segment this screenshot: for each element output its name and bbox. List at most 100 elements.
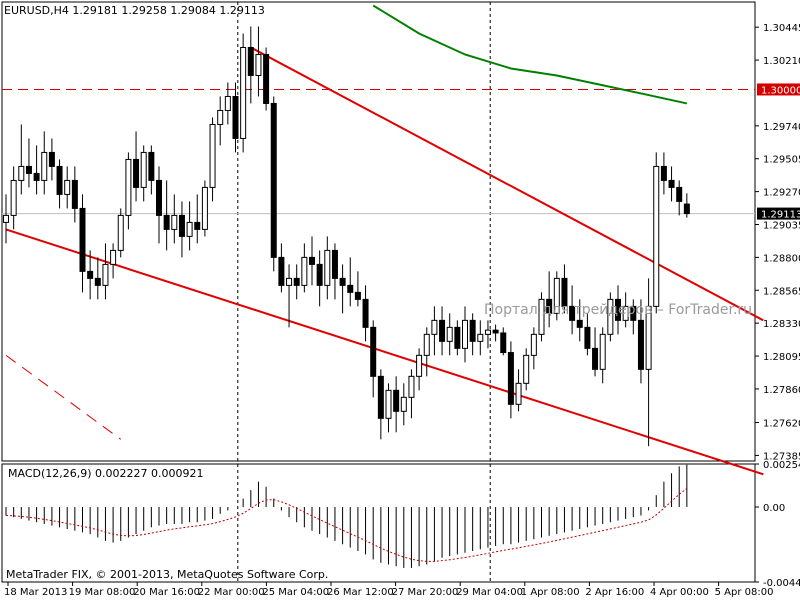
candle-body-bullish [400, 396, 407, 412]
candle [622, 292, 629, 328]
candle [676, 180, 683, 216]
candle [278, 243, 285, 293]
candle [41, 131, 48, 195]
candles [3, 26, 690, 447]
candle [339, 264, 346, 314]
level-line-tag [757, 83, 800, 96]
candle-body-bearish [683, 203, 690, 215]
price-tick-label: 1.29270 [763, 188, 800, 199]
candle [400, 383, 407, 426]
candle [561, 264, 568, 314]
candle-body-bullish [224, 95, 231, 111]
candle-body-bearish [309, 256, 315, 265]
candle [71, 166, 78, 223]
macd-tick-label: 0.002544 [763, 460, 800, 471]
watermark: Портал для трейдеров – ForTrader.ru [484, 302, 753, 318]
candle [148, 145, 155, 195]
candle [217, 96, 224, 146]
candle [117, 208, 124, 258]
candle-body-bearish [637, 319, 644, 370]
candle [270, 96, 277, 272]
candle-body-bearish [293, 277, 300, 286]
candle [201, 180, 208, 237]
candle [377, 369, 384, 440]
candle-body-bearish [270, 102, 277, 258]
candle-body-bearish [615, 298, 621, 321]
candle [64, 166, 71, 209]
candle [607, 292, 614, 342]
candle [194, 194, 201, 244]
price-tick-label: 1.28095 [763, 352, 800, 363]
candle-body-bearish [347, 284, 354, 293]
candle-body-bullish [462, 319, 468, 349]
price-panel-frame [1, 1, 756, 462]
candle [33, 145, 40, 195]
candle [316, 250, 323, 307]
candle-body-bearish [439, 319, 446, 342]
candle-body-bearish [133, 158, 140, 188]
candle [538, 292, 545, 342]
level-line-tag-label: 1.30000 [761, 85, 800, 96]
candle-body-bearish [263, 53, 270, 104]
candle-body-bearish [178, 214, 185, 237]
candle [240, 33, 247, 153]
candle-body-bullish [102, 263, 109, 286]
candle-body-bullish [301, 256, 308, 286]
candle-body-bearish [94, 277, 101, 286]
candle [255, 26, 262, 97]
candle [94, 257, 101, 300]
candle-body-bullish [286, 277, 293, 286]
candle-body-bearish [163, 214, 170, 230]
candle [393, 376, 400, 433]
candle [25, 138, 32, 188]
candle-body-bullish [171, 214, 178, 230]
time-tick-label: 18 Mar 2013 [4, 587, 67, 598]
candle [637, 299, 644, 384]
price-tick-label: 1.27860 [763, 385, 800, 396]
candle-body-bearish [71, 179, 78, 209]
candle [576, 299, 583, 342]
candle-body-bullish [18, 165, 25, 181]
candle-body-bearish [492, 329, 499, 334]
candle-body-bearish [331, 249, 338, 279]
candle-body-bearish [247, 46, 254, 76]
candle-body-bearish [592, 347, 599, 370]
candle-body-bearish [370, 326, 377, 377]
price-tick-label: 1.29035 [763, 221, 800, 232]
candle-body-bullish [423, 333, 430, 356]
price-tick-label: 1.28565 [763, 286, 800, 297]
candle-body-bearish [56, 165, 63, 195]
candle [416, 348, 423, 391]
candle [102, 243, 109, 300]
time-tick-label: 27 Mar 20:00 [392, 587, 459, 598]
candle-body-bearish [156, 179, 162, 216]
price-tick-label: 1.29740 [763, 122, 800, 133]
candle [301, 243, 308, 293]
macd-signal-line [5, 487, 688, 562]
candle [569, 285, 576, 335]
candle-body-bullish [416, 354, 423, 377]
candle [171, 194, 178, 244]
candle-body-bearish [584, 326, 591, 349]
candle [48, 138, 55, 181]
symbol-header: EURUSD,H4 1.29181 1.29258 1.29084 1.2911… [4, 4, 265, 17]
candle [553, 271, 560, 321]
candle-body-bullish [431, 319, 438, 335]
time-tick-label: 2 Apr 16:00 [585, 587, 644, 598]
candle [286, 264, 293, 328]
candle [362, 285, 369, 342]
candle-body-bearish [232, 95, 239, 139]
macd-panel-frame [1, 463, 756, 583]
candle [87, 250, 94, 300]
candle-body-bullish [240, 46, 247, 139]
candle-body-bearish [576, 319, 583, 328]
candle-body-bullish [201, 186, 208, 230]
candle-body-bullish [408, 375, 415, 398]
candle [156, 166, 162, 244]
candle [56, 159, 63, 209]
candle-body-bearish [362, 298, 369, 328]
time-tick-label: 22 Mar 00:00 [198, 587, 265, 598]
time-tick-label: 4 Apr 00:00 [650, 587, 709, 598]
time-tick-label: 26 Mar 12:00 [327, 587, 394, 598]
candle-body-bullish [140, 151, 147, 188]
